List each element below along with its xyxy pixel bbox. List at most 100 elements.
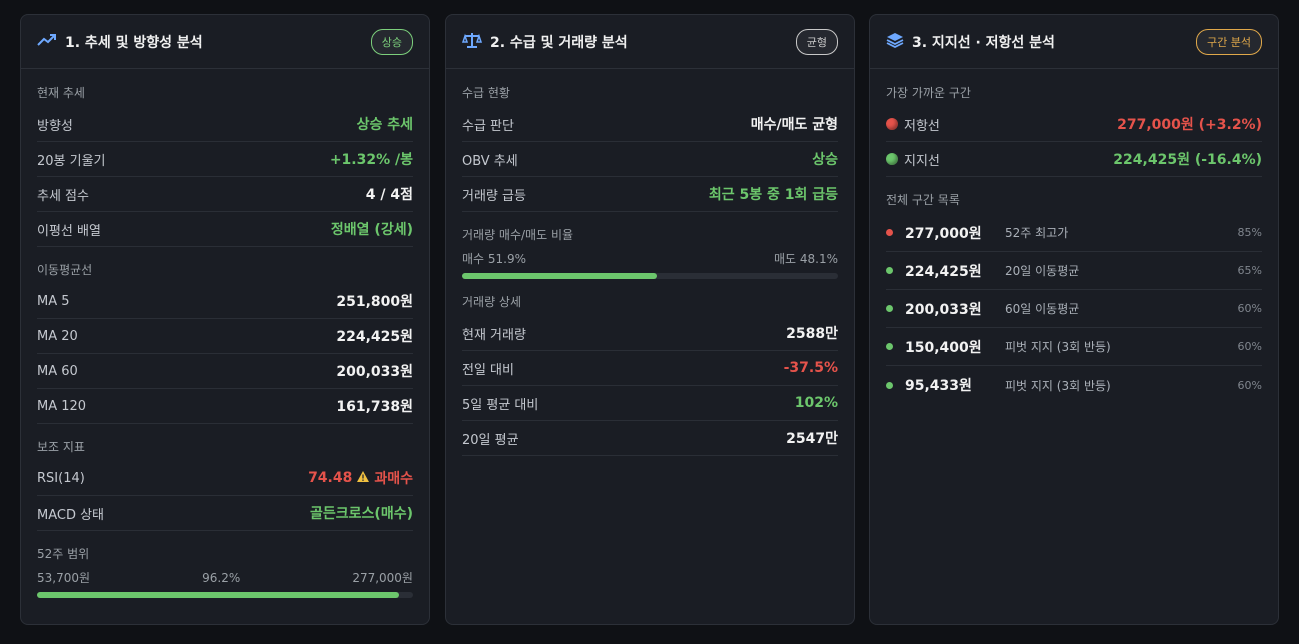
value-text: 최근 5봉 중 1회 급등 — [708, 187, 838, 203]
level-dot — [886, 118, 898, 130]
row-label: 수급 판단 — [462, 118, 514, 134]
row-label: 5일 평균 대비 — [462, 397, 539, 413]
row-label: OBV 추세 — [462, 153, 518, 169]
value-text: 200,033원 — [336, 364, 413, 380]
value-text: 2588만 — [786, 326, 838, 342]
row-value: 277,000원 (+3.2%) — [1117, 114, 1262, 134]
row-label: 20봉 기울기 — [37, 153, 106, 169]
level-price: 224,425원 — [905, 263, 982, 280]
level-row: 150,400원 피벗 지지 (3회 반등) 60% — [886, 328, 1262, 366]
warning-icon — [356, 470, 370, 487]
level-row: 224,425원 20일 이동평균 65% — [886, 252, 1262, 290]
value-text: 224,425원 — [336, 329, 413, 345]
section-heading: 거래량 상세 — [462, 295, 522, 309]
value-text: 102% — [794, 395, 838, 411]
info-row: OBV 추세 상승 — [462, 142, 838, 177]
row-label-wrap: 수급 판단 — [462, 115, 751, 134]
section-heading: 가장 가까운 구간 — [886, 86, 971, 100]
row-label: 저항선 — [904, 118, 940, 134]
level-desc: 피벗 지지 (3회 반등) — [1005, 378, 1111, 393]
row-label: 거래량 급등 — [462, 188, 526, 204]
info-row: 거래량 급등 최근 5봉 중 1회 급등 — [462, 177, 838, 212]
card-icon — [886, 32, 904, 52]
range-high: 277,000원 — [352, 571, 413, 585]
row-value: -37.5% — [784, 360, 838, 376]
section-heading: 보조 지표 — [37, 440, 85, 454]
row-label: 추세 점수 — [37, 188, 89, 204]
level-dot — [886, 229, 893, 236]
row-label: 20일 평균 — [462, 432, 519, 448]
buy-fill — [462, 273, 658, 279]
row-label: MA 120 — [37, 398, 87, 414]
value-text: 161,738원 — [336, 399, 413, 415]
row-label-wrap: 20봉 기울기 — [37, 150, 330, 169]
info-row: 저항선 277,000원 (+3.2%) — [886, 107, 1262, 142]
value-text: 상승 추세 — [356, 117, 413, 133]
row-label-wrap: MA 20 — [37, 329, 336, 344]
row-label-wrap: MA 60 — [37, 364, 336, 379]
range-fill — [37, 592, 399, 598]
level-row: 200,033원 60일 이동평균 60% — [886, 290, 1262, 328]
level-strength: 65% — [1237, 264, 1262, 277]
row-label: 지지선 — [904, 153, 940, 169]
card-header: 1. 추세 및 방향성 분석 상승 — [21, 15, 429, 69]
info-row: MA 5 251,800원 — [37, 284, 413, 319]
row-label-wrap: MA 120 — [37, 399, 336, 414]
info-row: 추세 점수 4 / 4점 — [37, 177, 413, 212]
level-price: 200,033원 — [905, 301, 982, 318]
section-heading: 거래량 매수/매도 비율 — [462, 228, 574, 242]
card-header: 3. 지지선 · 저항선 분석 구간 분석 — [870, 15, 1278, 69]
row-label: MA 5 — [37, 293, 70, 309]
card-icon — [37, 32, 57, 51]
level-strength: 60% — [1237, 340, 1262, 353]
section-heading: 52주 범위 — [37, 547, 90, 561]
row-value: 상승 — [812, 149, 838, 169]
level-desc: 20일 이동평균 — [1005, 264, 1080, 278]
card-body: 현재 추세 방향성 상승 추세 20봉 기울기 +1.32% /봉 추세 점수 4 / 4점… — [21, 69, 429, 598]
row-label-wrap: 5일 평균 대비 — [462, 394, 795, 413]
range-track — [37, 592, 413, 598]
row-label: RSI(14) — [37, 470, 85, 486]
ratio-labels: 매수 51.9% 매도 48.1% — [462, 249, 838, 269]
value-text: 4 / 4점 — [365, 187, 413, 203]
info-row: MACD 상태 골든크로스(매수) — [37, 496, 413, 531]
row-value: 골든크로스(매수) — [310, 503, 413, 523]
badge: 구간 분석 — [1196, 28, 1262, 55]
row-label-wrap: 현재 거래량 — [462, 324, 786, 343]
section-heading: 이동평균선 — [37, 263, 93, 277]
level-strength: 60% — [1237, 302, 1262, 315]
info-row: RSI(14) 74.48 과매수 — [37, 461, 413, 496]
row-label: 전일 대비 — [462, 362, 514, 378]
badge: 상승 — [370, 28, 413, 55]
row-label-wrap: 거래량 급등 — [462, 185, 709, 204]
value-text: 251,800원 — [336, 294, 413, 310]
row-label-wrap: MA 5 — [37, 294, 336, 309]
row-value: 매수/매도 균형 — [751, 114, 838, 134]
row-value: 102% — [795, 395, 838, 411]
row-value: 정배열 (강세) — [331, 219, 413, 239]
range-position: 96.2% — [202, 571, 241, 585]
level-desc: 60일 이동평균 — [1005, 302, 1080, 316]
sell-label: 매도 48.1% — [773, 252, 838, 266]
buy-label: 매수 51.9% — [462, 252, 527, 266]
row-label-wrap: MACD 상태 — [37, 504, 310, 523]
row-value: 2588만 — [786, 323, 838, 343]
level-dot — [886, 343, 893, 350]
value-text: 골든크로스(매수) — [310, 506, 413, 522]
value-text: 277,000원 (+3.2%) — [1117, 117, 1262, 133]
row-value: 상승 추세 — [357, 114, 413, 134]
row-label-wrap: RSI(14) — [37, 471, 308, 486]
row-label: 이평선 배열 — [37, 223, 101, 239]
section-heading: 수급 현황 — [462, 86, 510, 100]
row-value: 최근 5봉 중 1회 급등 — [709, 184, 838, 204]
section-heading: 현재 추세 — [37, 86, 85, 100]
level-strength: 85% — [1237, 226, 1262, 239]
info-row: MA 60 200,033원 — [37, 354, 413, 389]
card-header: 2. 수급 및 거래량 분석 균형 — [446, 15, 854, 69]
card: 1. 추세 및 방향성 분석 상승 현재 추세 방향성 상승 추세 20봉 기울기 +1.3… — [20, 14, 430, 625]
badge: 균형 — [795, 28, 838, 55]
level-dot — [886, 305, 893, 312]
